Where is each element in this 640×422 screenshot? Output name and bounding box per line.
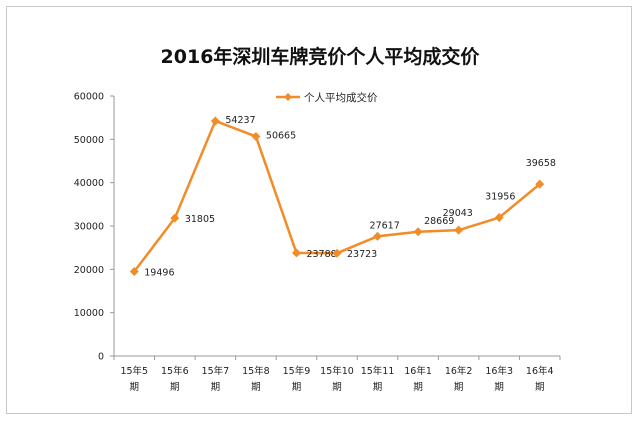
data-label: 31956: [485, 192, 515, 203]
y-tick-label: 30000: [74, 222, 104, 233]
x-tick-label: 15年8 期: [242, 365, 270, 393]
data-point: [373, 231, 383, 241]
data-point: [454, 225, 464, 235]
data-point: [413, 227, 423, 237]
y-tick-label: 60000: [74, 92, 104, 103]
x-tick-label: 16年2 期: [445, 365, 473, 393]
x-tick-label: 16年3 期: [485, 365, 513, 393]
x-tick-label: 15年10 期: [320, 365, 354, 393]
x-tick-label: 15年5 期: [120, 365, 148, 393]
data-label: 19496: [144, 268, 174, 279]
data-label: 27617: [370, 220, 400, 231]
x-tick-label: 16年1 期: [404, 365, 432, 393]
x-tick-label: 15年6 期: [161, 365, 189, 393]
data-label: 50665: [266, 130, 296, 141]
y-tick-label: 20000: [74, 265, 104, 276]
data-point: [332, 248, 342, 258]
data-point: [251, 131, 261, 141]
y-tick-label: 0: [98, 352, 104, 363]
x-tick-label: 16年4 期: [526, 365, 554, 393]
data-label: 31805: [185, 214, 215, 225]
x-tick-label: 15年7 期: [202, 365, 230, 393]
x-tick-label: 15年9 期: [283, 365, 311, 393]
data-point: [170, 213, 180, 223]
data-point: [210, 116, 220, 126]
chart-title: 2016年深圳车牌竞价个人平均成交价: [160, 46, 480, 68]
y-tick-label: 50000: [74, 135, 104, 146]
legend-marker: [284, 93, 292, 101]
legend-label: 个人平均成交价: [304, 91, 378, 104]
data-label: 23788: [306, 249, 336, 260]
data-point: [494, 213, 504, 223]
data-label: 39658: [526, 158, 556, 169]
data-label: 28669: [424, 216, 454, 227]
data-label: 29043: [443, 208, 473, 219]
data-point: [535, 179, 545, 189]
data-label: 23723: [347, 249, 377, 260]
data-label: 54237: [225, 115, 255, 126]
x-tick-label: 15年11 期: [361, 365, 395, 393]
y-tick-label: 10000: [74, 308, 104, 319]
data-point: [291, 248, 301, 258]
data-point: [129, 267, 139, 277]
y-tick-label: 40000: [74, 178, 104, 189]
chart-frame: [6, 6, 632, 414]
